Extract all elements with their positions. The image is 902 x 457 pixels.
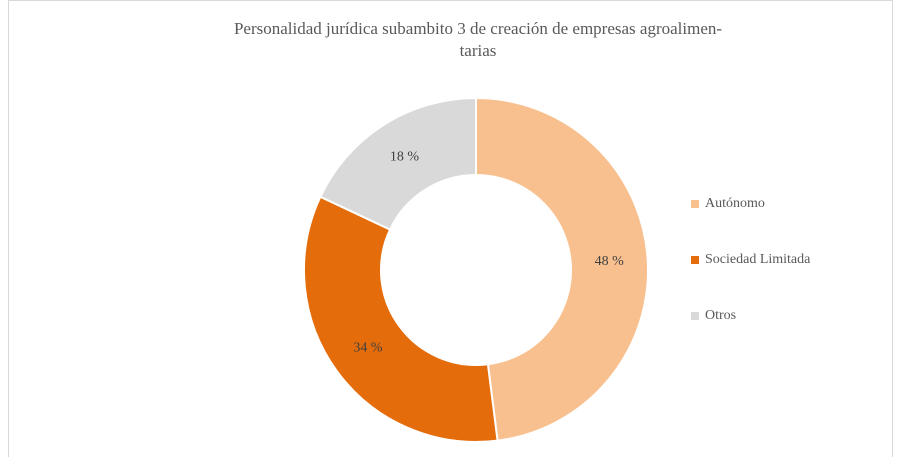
data-label: 34 % bbox=[353, 341, 383, 356]
data-label: 18 % bbox=[390, 150, 420, 165]
data-label: 48 % bbox=[595, 254, 625, 269]
legend-label: Otros bbox=[705, 308, 736, 323]
legend-label: Autónomo bbox=[705, 196, 765, 211]
donut-slice bbox=[475, 96, 650, 442]
legend-swatch bbox=[691, 200, 699, 208]
legend-swatch bbox=[691, 312, 699, 320]
chart-title: Personalidad jurídica subambito 3 de cre… bbox=[234, 19, 722, 38]
chart-title: tarias bbox=[460, 41, 497, 60]
legend-swatch bbox=[691, 256, 699, 264]
legend-label: Sociedad Limitada bbox=[705, 252, 811, 267]
donut-slice bbox=[303, 195, 499, 443]
donut-slice bbox=[319, 96, 477, 231]
